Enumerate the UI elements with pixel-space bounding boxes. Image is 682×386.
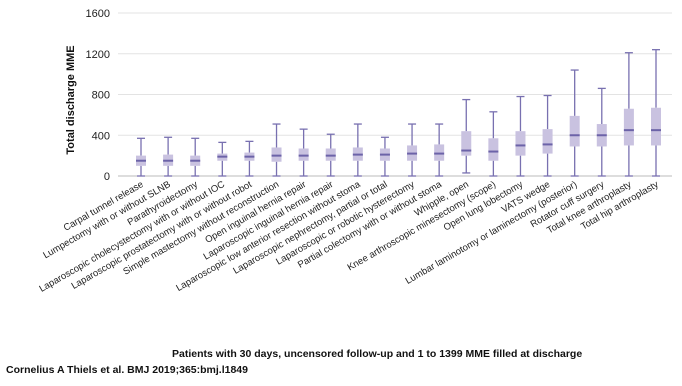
box-7: [298, 128, 309, 177]
box-16: [542, 94, 553, 177]
y-axis: 0 400 800 1200 1600: [86, 8, 110, 183]
iqr-box: [623, 108, 634, 146]
y-tick-label: 1600: [86, 8, 110, 20]
box-4: [217, 141, 228, 177]
box-18: [596, 87, 607, 177]
box-series: [136, 49, 661, 177]
box-2: [163, 136, 174, 177]
box-19: [623, 52, 634, 177]
x-axis-label: Patients with 30 days, uncensored follow…: [172, 348, 582, 360]
box-17: [569, 69, 580, 177]
box-8: [325, 133, 336, 177]
y-tick-label: 400: [92, 130, 110, 142]
box-12: [434, 123, 445, 177]
box-3: [190, 137, 201, 177]
box-14: [488, 111, 499, 177]
box-20: [651, 49, 661, 177]
iqr-box: [271, 147, 282, 162]
box-13: [461, 98, 472, 174]
box-6: [271, 123, 282, 177]
box-5: [244, 140, 255, 177]
iqr-box: [542, 129, 553, 154]
iqr-box: [488, 138, 499, 161]
y-tick-label: 0: [104, 171, 110, 183]
box-15: [515, 95, 526, 177]
iqr-box: [325, 148, 336, 161]
box-9: [352, 123, 363, 177]
box-11: [407, 123, 418, 177]
box-10: [379, 136, 390, 177]
iqr-box: [569, 115, 580, 147]
iqr-box: [298, 148, 309, 161]
iqr-box: [515, 131, 526, 156]
iqr-box: [461, 131, 472, 156]
y-tick-label: 1200: [86, 49, 110, 61]
iqr-box: [651, 107, 661, 146]
y-tick-label: 800: [92, 90, 110, 102]
gridlines: [118, 12, 672, 177]
box-1: [136, 137, 146, 177]
iqr-box: [434, 144, 445, 161]
y-axis-label: Total discharge MME: [65, 45, 77, 154]
source-credit: Cornelius A Thiels et al. BMJ 2019;365:b…: [6, 364, 248, 376]
